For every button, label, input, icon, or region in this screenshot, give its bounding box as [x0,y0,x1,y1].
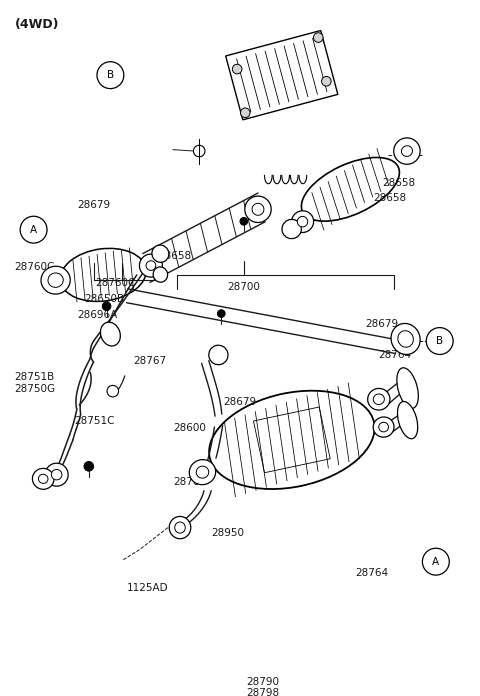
Ellipse shape [48,273,63,287]
Text: (4WD): (4WD) [15,18,60,31]
Circle shape [422,548,449,575]
Text: 28751C: 28751C [74,416,115,426]
Ellipse shape [146,261,156,271]
Ellipse shape [297,216,308,227]
Circle shape [97,62,124,88]
Text: 28700: 28700 [228,282,260,292]
Text: 28696A: 28696A [77,310,117,320]
Ellipse shape [391,324,420,354]
Text: 28767: 28767 [133,356,167,366]
Ellipse shape [373,417,394,437]
Ellipse shape [60,248,146,301]
Text: 28650B: 28650B [84,294,124,303]
Text: B: B [436,336,443,346]
Circle shape [322,77,331,86]
Ellipse shape [373,394,384,404]
Ellipse shape [196,466,209,478]
Ellipse shape [41,267,70,294]
Ellipse shape [379,422,388,432]
Ellipse shape [397,402,418,438]
Text: 28950: 28950 [211,528,244,537]
Text: 28760C: 28760C [14,262,55,271]
Ellipse shape [301,157,399,221]
Text: 28751B
28750G: 28751B 28750G [14,372,56,394]
Circle shape [232,64,242,74]
Ellipse shape [189,459,216,484]
Ellipse shape [282,219,301,239]
Bar [226,31,338,120]
Ellipse shape [245,196,271,223]
Circle shape [240,217,248,226]
Text: 28679: 28679 [223,397,256,407]
Ellipse shape [51,469,62,480]
Text: 28679: 28679 [365,319,398,329]
Text: 28679: 28679 [77,200,110,209]
Ellipse shape [33,468,54,489]
Ellipse shape [153,267,168,282]
Text: A: A [30,225,37,235]
Ellipse shape [291,211,313,232]
Text: 28658: 28658 [373,193,407,203]
Ellipse shape [209,345,228,365]
Ellipse shape [152,245,169,262]
Text: A: A [432,557,439,567]
Circle shape [20,216,47,243]
Circle shape [193,145,205,157]
Circle shape [84,461,94,471]
Circle shape [426,328,453,354]
Bar [253,407,330,473]
Text: 28658: 28658 [382,178,415,188]
Circle shape [313,33,323,42]
Text: 28764: 28764 [355,568,388,578]
Text: 1125AD: 1125AD [127,583,169,593]
Ellipse shape [368,388,390,410]
Ellipse shape [139,254,162,277]
Ellipse shape [175,522,185,533]
Text: 28658: 28658 [158,251,192,260]
Ellipse shape [209,390,374,489]
Ellipse shape [398,331,413,347]
Text: 28764: 28764 [378,350,411,360]
Circle shape [107,386,119,397]
Ellipse shape [169,516,191,539]
Ellipse shape [401,145,412,157]
Circle shape [217,310,225,317]
Text: 28600: 28600 [173,423,205,433]
Ellipse shape [38,474,48,484]
Ellipse shape [100,322,120,346]
Ellipse shape [252,203,264,215]
Circle shape [102,302,111,310]
Text: 28764: 28764 [173,477,206,487]
Text: 28790
28798: 28790 28798 [246,677,280,696]
Ellipse shape [397,367,419,409]
Circle shape [240,108,250,118]
Ellipse shape [45,463,68,487]
Text: 28760C: 28760C [95,278,135,287]
Text: B: B [107,70,114,80]
Ellipse shape [394,138,420,164]
